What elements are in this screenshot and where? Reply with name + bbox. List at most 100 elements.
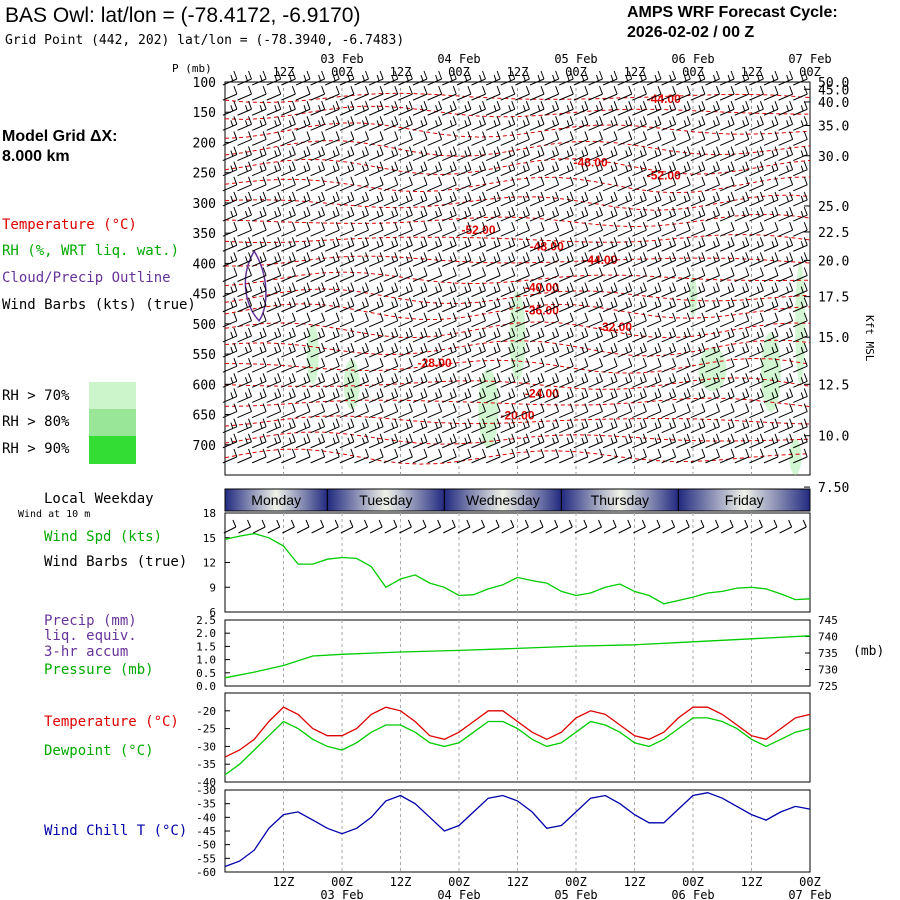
- surface-wind-barb-flag: [334, 519, 339, 528]
- wind-barb: [310, 297, 326, 313]
- wind-barb: [222, 358, 238, 373]
- wind-barb: [485, 403, 501, 418]
- wind-barb: [325, 433, 340, 449]
- surface-wind-barb: [662, 526, 675, 534]
- wind-barb: [573, 70, 589, 86]
- top-time-tick-label: 12Z: [624, 65, 646, 79]
- wind-barb: [266, 342, 282, 358]
- wind-barb: [749, 191, 764, 207]
- wind-barb: [295, 176, 311, 192]
- wind-barb: [778, 70, 794, 86]
- wind-barb: [310, 312, 326, 328]
- wind-barb: [251, 403, 267, 418]
- wind-barb: [354, 161, 369, 177]
- wind-barb: [602, 282, 618, 298]
- wind-barb: [602, 70, 618, 86]
- wind-barb: [676, 448, 691, 464]
- wind-barb: [485, 433, 501, 449]
- wind-barb: [690, 161, 706, 177]
- wind-barb: [398, 327, 413, 343]
- wind-barb: [500, 101, 516, 116]
- wind-barb: [632, 403, 647, 418]
- wind-barb: [281, 252, 296, 267]
- wind-barb: [632, 448, 647, 464]
- surface-wind-barb-flag: [583, 519, 588, 528]
- wind-barb: [354, 342, 369, 358]
- wind-barb: [793, 403, 808, 418]
- wind-barb: [281, 221, 296, 237]
- wind-barb: [471, 70, 486, 86]
- wind-barb: [719, 373, 735, 388]
- top-time-tick-label: 00Z: [682, 65, 704, 79]
- wind-barb: [398, 267, 413, 282]
- wind-barb: [544, 403, 560, 418]
- wind-barb: [471, 403, 486, 418]
- wind-barb: [398, 85, 413, 101]
- wind-barb: [485, 373, 501, 388]
- wind-barb: [266, 85, 282, 101]
- isotherm-line: [224, 288, 811, 305]
- wind-barb: [763, 373, 779, 388]
- model-grid-label: Model Grid ΔX:: [2, 128, 118, 145]
- wind-barb: [749, 373, 764, 388]
- wind-barb: [734, 267, 750, 282]
- wind-barb: [412, 221, 428, 237]
- surface-wind-barb: [223, 526, 237, 534]
- wind-barb: [690, 206, 706, 222]
- wind-barb: [500, 221, 516, 237]
- wind-barb: [471, 358, 486, 373]
- wind-barb: [281, 131, 296, 146]
- wind-barb: [398, 101, 413, 116]
- wind-barb: [354, 221, 369, 237]
- wind-barb: [632, 342, 647, 358]
- wind-barb: [354, 206, 369, 222]
- isotherm-line: [224, 271, 811, 287]
- surface-wind-barb: [764, 526, 778, 534]
- wind-barb: [617, 191, 633, 207]
- wind-barb: [398, 388, 413, 403]
- rh-shading: [689, 276, 697, 317]
- wind-barb: [368, 176, 384, 192]
- wind-barb: [383, 191, 399, 207]
- wind-barb: [529, 267, 545, 282]
- wind-barb: [793, 297, 808, 313]
- wind-barb: [295, 70, 311, 86]
- wind-barb: [368, 206, 384, 222]
- wind-barb: [661, 206, 677, 222]
- wind-barb: [471, 146, 486, 162]
- y-tick-label: -45: [196, 825, 216, 838]
- wind-barb: [602, 358, 618, 373]
- wind-barb: [500, 146, 516, 162]
- surface-wind-barb: [560, 526, 573, 534]
- surface-wind-barb: [516, 526, 529, 534]
- wind-barb: [339, 221, 355, 237]
- wind-barb: [500, 433, 516, 449]
- wind-barb: [237, 282, 252, 298]
- wind-barb: [281, 342, 296, 358]
- wind-barb: [690, 191, 706, 207]
- wind-barb: [412, 342, 428, 358]
- surface-wind-barb-flag: [481, 519, 485, 528]
- wind-barb: [383, 176, 399, 192]
- wind-barb: [281, 433, 296, 449]
- wind-barb: [778, 267, 794, 282]
- bottom-time-tick-label: 00Z: [448, 875, 470, 889]
- wind-barb: [734, 131, 750, 146]
- wind-barb: [778, 448, 794, 464]
- wind-barb: [632, 206, 647, 222]
- wind-barb: [515, 237, 530, 252]
- wind-barb: [632, 146, 647, 162]
- wind-barb: [325, 297, 340, 313]
- wind-barb: [778, 358, 794, 373]
- wind-barb: [529, 85, 545, 101]
- wind-barb: [705, 312, 720, 328]
- wind-barb: [398, 116, 413, 131]
- rh-shading: [789, 438, 802, 475]
- wind-barb: [339, 70, 355, 86]
- temperature-contour-label: -32.00: [598, 320, 632, 334]
- wind-barb: [602, 161, 618, 177]
- wind-barb: [325, 191, 340, 207]
- wind-barb: [471, 116, 486, 131]
- wind-barb: [295, 267, 311, 282]
- wind-barb: [266, 146, 282, 162]
